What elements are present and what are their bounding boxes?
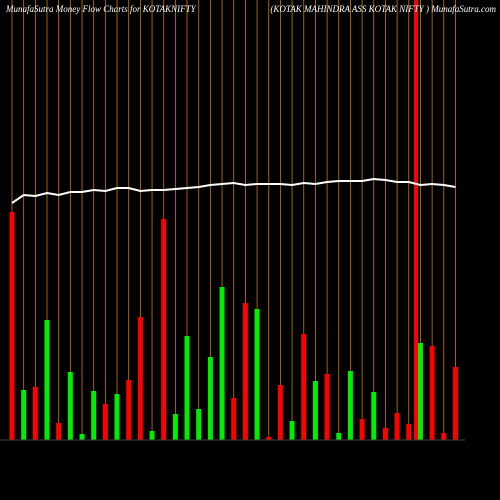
bar — [266, 437, 272, 440]
bar — [394, 413, 400, 440]
bar — [371, 392, 377, 440]
bar — [9, 212, 15, 440]
chart-subtitle: (KOTAK MAHINDRA ASS KOTAK NIFTY ) Munafa… — [270, 4, 496, 14]
bar — [417, 343, 423, 440]
bar — [207, 357, 213, 440]
bar — [242, 303, 248, 440]
bar — [114, 394, 120, 440]
bar — [382, 428, 388, 440]
bar — [301, 334, 307, 440]
bar — [312, 381, 318, 440]
bar — [56, 423, 62, 440]
bar — [406, 424, 412, 440]
bar — [126, 380, 132, 440]
bar — [289, 421, 295, 440]
money-flow-line — [11, 177, 456, 204]
bar — [441, 433, 447, 440]
bar — [79, 434, 85, 440]
bar — [231, 398, 237, 440]
bar — [44, 320, 50, 440]
bar — [254, 309, 260, 440]
bar — [137, 317, 143, 440]
bar — [102, 404, 108, 440]
bar — [277, 385, 283, 440]
bar — [452, 367, 458, 440]
chart-title: MunafaSutra Money Flow Charts for KOTAKN… — [5, 4, 197, 14]
bar — [347, 371, 353, 440]
bar — [172, 414, 178, 440]
bar — [149, 431, 155, 440]
bar — [161, 219, 167, 440]
bar — [184, 336, 190, 440]
bar — [91, 391, 97, 440]
bar — [336, 433, 342, 440]
current-marker — [414, 0, 418, 440]
bar — [32, 387, 38, 440]
bar — [219, 287, 225, 440]
bar — [429, 346, 435, 440]
bar — [359, 419, 365, 440]
bar — [196, 409, 202, 440]
bar — [67, 372, 73, 440]
bar — [21, 390, 27, 440]
bar — [324, 374, 330, 440]
